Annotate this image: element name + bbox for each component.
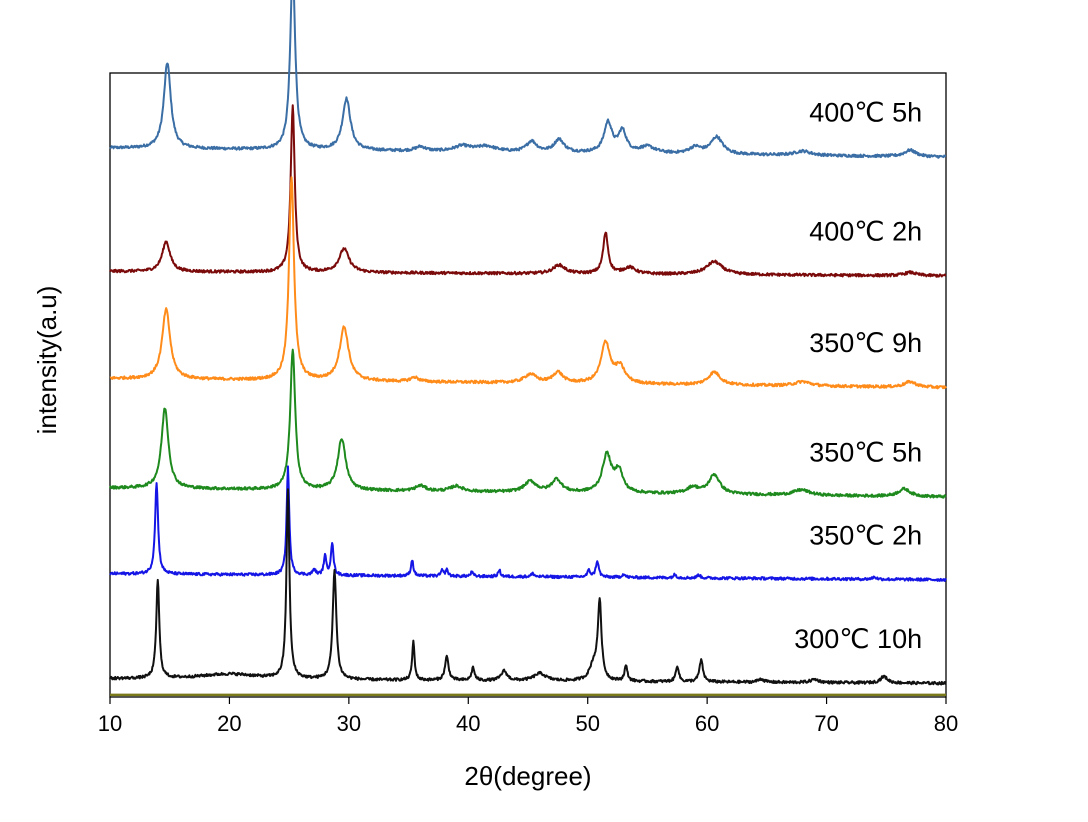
x-tick-label: 60 [695,711,719,736]
x-tick-label: 30 [337,711,361,736]
x-tick-label: 50 [575,711,599,736]
y-axis-title: intensity(a.u) [32,286,62,435]
x-axis-ticks: 10 20 30 40 50 60 70 80 [98,697,958,736]
series-label-5: 300℃ 10h [794,624,922,654]
series-line-5 [109,488,947,686]
x-tick-label: 70 [814,711,838,736]
series-line-0 [109,0,947,159]
series-line-3 [109,348,947,499]
series-label-3: 350℃ 5h [809,438,922,468]
x-tick-label: 80 [934,711,958,736]
series-label-2: 350℃ 9h [809,328,922,358]
series-group [109,0,947,686]
series-line-4 [109,465,947,582]
x-tick-label: 10 [98,711,122,736]
series-label-1: 400℃ 2h [809,216,922,246]
plot-frame [109,72,947,698]
series-label-4: 350℃ 2h [809,520,922,550]
x-tick-label: 40 [456,711,480,736]
x-axis-title: 2θ(degree) [464,761,591,791]
x-tick-label: 20 [217,711,241,736]
series-line-2 [109,176,947,390]
series-line-1 [109,104,947,278]
series-label-0: 400℃ 5h [809,98,922,128]
series-labels: 400℃ 5h 400℃ 2h 350℃ 9h 350℃ 5h 350℃ 2h 300℃ … [794,98,922,654]
